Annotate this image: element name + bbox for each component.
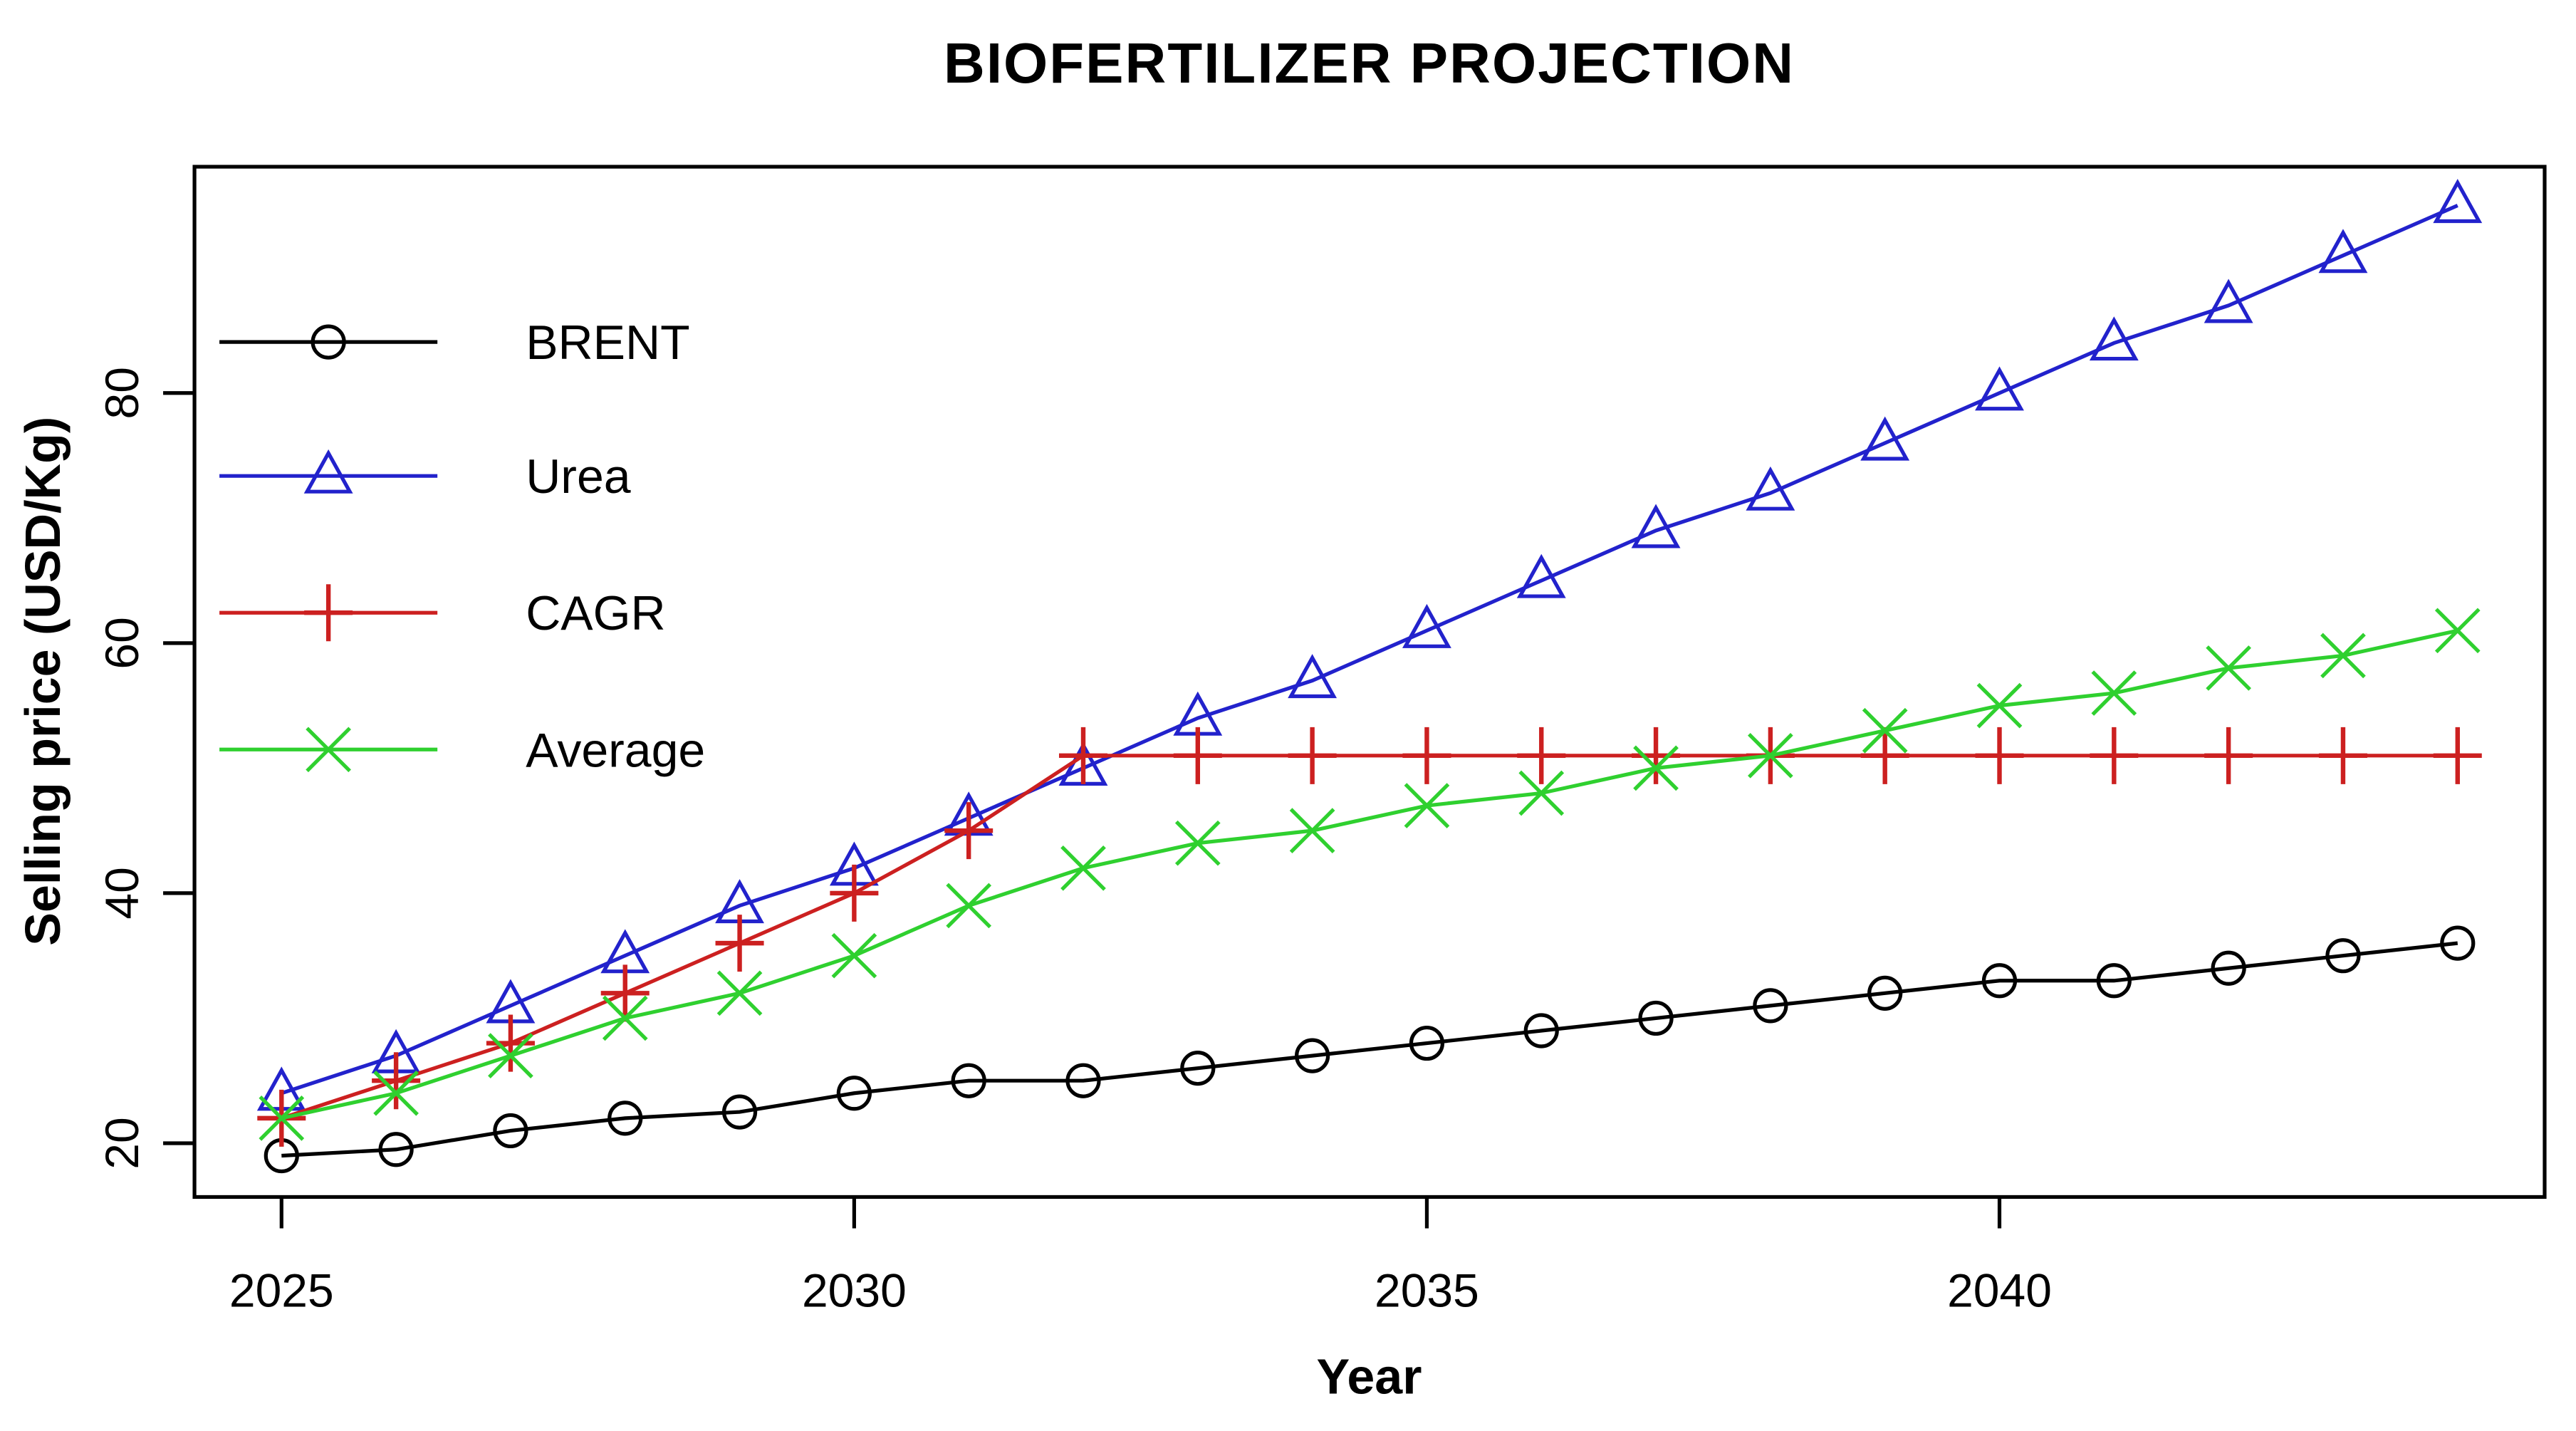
- series-urea-marker: [1631, 504, 1681, 548]
- series-average-marker: [1289, 808, 1335, 853]
- legend-label-cagr: CAGR: [526, 586, 665, 640]
- series-urea-marker: [1516, 553, 1566, 598]
- legend-label-average: Average: [526, 723, 705, 777]
- y-axis-tick-label: 40: [95, 867, 148, 919]
- series-brent-marker: [2325, 938, 2361, 974]
- series-average-marker: [2091, 670, 2137, 716]
- series-brent-marker: [1867, 975, 1903, 1011]
- legend-marker-brent: [311, 324, 346, 360]
- series-urea-marker: [1402, 603, 1451, 648]
- series-average-marker: [831, 932, 877, 979]
- series-urea-marker: [1860, 416, 1910, 461]
- series-average-marker: [259, 1096, 305, 1141]
- x-axis-tick-label: 2040: [1947, 1264, 2052, 1316]
- series-average-marker: [2320, 633, 2366, 679]
- series-brent-marker: [1981, 963, 2018, 999]
- series-urea-marker: [1746, 466, 1795, 511]
- y-axis-title: Selling price (USD/Kg): [15, 417, 71, 946]
- plot-area: 2025 2030 2035 204020406080BRENTUreaCAGRAve…: [95, 165, 2547, 1316]
- x-axis-title: Year: [1317, 1349, 1422, 1405]
- series-brent-marker: [1065, 1063, 1101, 1098]
- legend-label-urea: Urea: [526, 449, 631, 504]
- series-urea-marker: [2433, 179, 2483, 224]
- y-axis-tick-label: 80: [95, 367, 148, 419]
- series-average-marker: [1633, 745, 1679, 791]
- series-average-marker: [2206, 645, 2251, 691]
- series-average-marker: [373, 1070, 419, 1116]
- series-average-line: [281, 628, 2458, 1120]
- series-urea-marker: [1975, 366, 2024, 411]
- series-brent-marker: [1523, 1013, 1559, 1048]
- series-average-marker: [602, 995, 648, 1041]
- series-average-marker: [716, 970, 763, 1016]
- series-urea-marker: [2089, 316, 2139, 361]
- series-average-marker: [1862, 707, 1908, 754]
- y-axis-tick-label: 60: [95, 617, 148, 669]
- series-brent-marker: [836, 1076, 872, 1111]
- legend-marker-average: [306, 727, 351, 773]
- series-average-marker: [2434, 608, 2481, 654]
- series-brent-marker: [378, 1132, 414, 1167]
- series-brent-marker: [1180, 1051, 1216, 1086]
- series-average-marker: [1174, 820, 1221, 866]
- series-brent-marker: [1295, 1038, 1330, 1073]
- series-average-marker: [1404, 783, 1450, 828]
- series-average-marker: [1976, 682, 2023, 729]
- series-brent-line: [281, 941, 2458, 1158]
- series-average-marker: [1518, 770, 1565, 816]
- series-urea-marker: [2318, 229, 2368, 274]
- x-axis-tick-label: 2025: [229, 1264, 334, 1316]
- series-urea-marker: [2204, 279, 2253, 323]
- series-average-marker: [946, 883, 992, 929]
- series-brent-marker: [608, 1100, 643, 1136]
- x-axis-tick-label: 2035: [1375, 1264, 1479, 1316]
- series-brent-marker: [1753, 988, 1788, 1024]
- series-brent-marker: [721, 1094, 758, 1130]
- series-brent-marker: [2096, 963, 2132, 999]
- legend-marker-urea: [303, 449, 353, 494]
- series-average-marker: [1748, 732, 1793, 779]
- series-cagr-line: [281, 754, 2458, 1120]
- series-brent-marker: [493, 1113, 528, 1149]
- series-brent-marker: [951, 1063, 986, 1098]
- series-brent-marker: [1409, 1025, 1445, 1061]
- series-average-marker: [488, 1033, 533, 1078]
- x-axis-tick-label: 2030: [802, 1264, 907, 1316]
- series-brent-marker: [2440, 925, 2476, 961]
- series-average-marker: [1060, 845, 1106, 891]
- series-brent-marker: [1638, 1000, 1674, 1036]
- y-axis-tick-label: 20: [95, 1117, 148, 1169]
- legend-label-brent: BRENT: [526, 316, 689, 370]
- series-brent-marker: [2211, 950, 2246, 986]
- chart-title: BIOFERTILIZER PROJECTION: [944, 31, 1795, 95]
- series-urea-marker: [1288, 654, 1337, 699]
- plot-border: [192, 165, 2547, 1200]
